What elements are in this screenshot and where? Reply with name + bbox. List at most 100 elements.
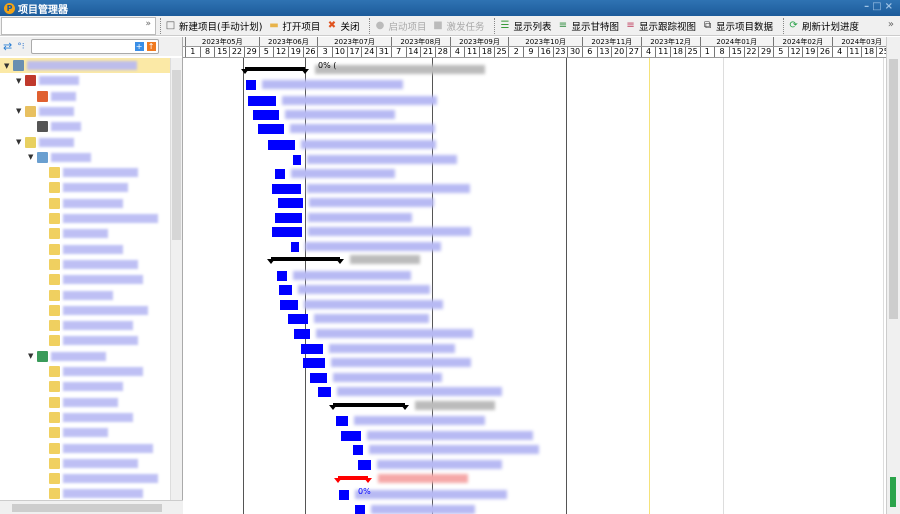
task-bar[interactable]: [248, 96, 276, 106]
toolbar-button-7[interactable]: ≡ 显示甘特图: [558, 19, 619, 33]
toolbar-button-2[interactable]: ▬ 打开项目: [268, 19, 320, 33]
chevron-down-icon[interactable]: »: [145, 18, 151, 29]
scrollbar-thumb[interactable]: [889, 59, 898, 319]
task-bar[interactable]: [301, 344, 323, 354]
tree-item[interactable]: [0, 257, 170, 272]
tree-item[interactable]: ▼: [0, 104, 170, 119]
tree-item[interactable]: [0, 196, 170, 211]
expand-arrow-icon[interactable]: ▼: [16, 107, 22, 116]
tree-item[interactable]: [0, 242, 170, 257]
tree-item[interactable]: [0, 395, 170, 410]
month-label: 2024年01月: [699, 37, 774, 46]
expand-arrow-icon[interactable]: ▼: [4, 61, 10, 70]
task-bar[interactable]: [353, 445, 363, 455]
summary-bar[interactable]: [329, 403, 409, 410]
tree-item[interactable]: [0, 318, 170, 333]
toolbar-button-10[interactable]: ⟳ 刷新计划进度: [788, 19, 859, 33]
tree-item[interactable]: [0, 333, 170, 348]
toolbar-overflow-icon[interactable]: »: [887, 19, 894, 30]
task-bar[interactable]: [318, 387, 331, 397]
task-bar[interactable]: [246, 80, 256, 90]
tree-item[interactable]: [0, 486, 170, 500]
task-bar[interactable]: [278, 198, 303, 208]
tree-item[interactable]: [0, 89, 170, 104]
tree-item[interactable]: [0, 364, 170, 379]
project-combo[interactable]: »: [1, 16, 156, 35]
task-bar[interactable]: [272, 227, 302, 237]
task-bar[interactable]: [288, 314, 308, 324]
task-bar[interactable]: [310, 373, 327, 383]
tree-item[interactable]: [0, 471, 170, 486]
tree-item[interactable]: ▼: [0, 349, 170, 364]
refresh-icon[interactable]: ⇄: [3, 40, 13, 53]
task-bar[interactable]: [272, 184, 301, 194]
toolbar-button-5[interactable]: ■ 激发任务: [432, 19, 484, 33]
month-label: 2023年06月: [258, 37, 318, 46]
week-label: 9: [523, 47, 538, 57]
toolbar-button-4[interactable]: ● 启动项目: [374, 19, 427, 33]
task-bar[interactable]: [293, 155, 301, 165]
tree-item[interactable]: ▼: [0, 58, 170, 73]
gantt-vertical-scrollbar[interactable]: [886, 37, 900, 514]
task-bar[interactable]: [339, 490, 349, 500]
task-label: [282, 96, 437, 105]
task-bar[interactable]: [336, 416, 348, 426]
toolbar-button-1[interactable]: □ 新建项目(手动计划): [165, 19, 263, 33]
tree-item[interactable]: [0, 180, 170, 195]
toolbar-button-8[interactable]: ≡ 显示跟踪视图: [625, 19, 696, 33]
tree-item[interactable]: [0, 165, 170, 180]
task-bar[interactable]: [275, 213, 302, 223]
tree-item[interactable]: [0, 226, 170, 241]
expand-arrow-icon[interactable]: ▼: [28, 153, 34, 162]
tree-item[interactable]: [0, 379, 170, 394]
summary-bar[interactable]: [241, 67, 309, 74]
up-icon[interactable]: ↑: [146, 42, 156, 51]
tree-item-label: [63, 428, 108, 438]
summary-bar[interactable]: [267, 257, 344, 264]
task-bar[interactable]: [280, 300, 298, 310]
expand-arrow-icon[interactable]: ▼: [16, 76, 22, 85]
tree-item[interactable]: ▼: [0, 150, 170, 165]
scrollbar-thumb[interactable]: [172, 70, 181, 240]
task-bar[interactable]: [294, 329, 310, 339]
task-bar[interactable]: [355, 505, 365, 514]
expand-arrow-icon[interactable]: ▼: [16, 138, 22, 146]
tracking-icon: ≡: [626, 20, 635, 31]
toolbar-button-3[interactable]: ✖ 关闭: [326, 19, 360, 33]
task-label: [291, 169, 395, 178]
task-bar[interactable]: [268, 140, 295, 150]
tree-item[interactable]: ▼: [0, 73, 170, 88]
tree-item[interactable]: [0, 441, 170, 456]
task-bar[interactable]: [275, 169, 285, 179]
week-label: 5: [258, 47, 274, 57]
window-controls[interactable]: –□×: [864, 1, 896, 12]
tree-item[interactable]: [0, 288, 170, 303]
tree-item[interactable]: [0, 425, 170, 440]
task-bar[interactable]: [341, 431, 361, 441]
critical-summary-bar[interactable]: [334, 476, 372, 483]
tree-view-icon[interactable]: °⁝: [17, 41, 25, 52]
toolbar-button-6[interactable]: ☰ 显示列表: [499, 19, 552, 33]
task-bar[interactable]: [358, 460, 371, 470]
task-bar[interactable]: [279, 285, 292, 295]
tree-vertical-scrollbar[interactable]: [170, 58, 182, 500]
tree-item[interactable]: [0, 303, 170, 318]
task-bar[interactable]: [253, 110, 279, 120]
task-bar[interactable]: [291, 242, 299, 252]
toolbar-button-9[interactable]: ⧉ 显示项目数据: [702, 19, 773, 33]
summary-label: [415, 401, 495, 410]
task-bar[interactable]: [277, 271, 287, 281]
search-input[interactable]: + ↑: [30, 39, 159, 54]
tree-item[interactable]: [0, 272, 170, 287]
scrollbar-thumb[interactable]: [12, 504, 162, 512]
tree-item[interactable]: ▼: [0, 135, 170, 150]
task-bar[interactable]: [258, 124, 284, 134]
task-bar[interactable]: [303, 358, 325, 368]
tree-item[interactable]: [0, 211, 170, 226]
tree-item[interactable]: [0, 456, 170, 471]
expand-arrow-icon[interactable]: ▼: [28, 352, 34, 361]
tree-item[interactable]: [0, 410, 170, 425]
tree-item[interactable]: [0, 119, 170, 134]
expand-icon[interactable]: +: [134, 42, 144, 51]
tree-horizontal-scrollbar[interactable]: [0, 500, 183, 514]
